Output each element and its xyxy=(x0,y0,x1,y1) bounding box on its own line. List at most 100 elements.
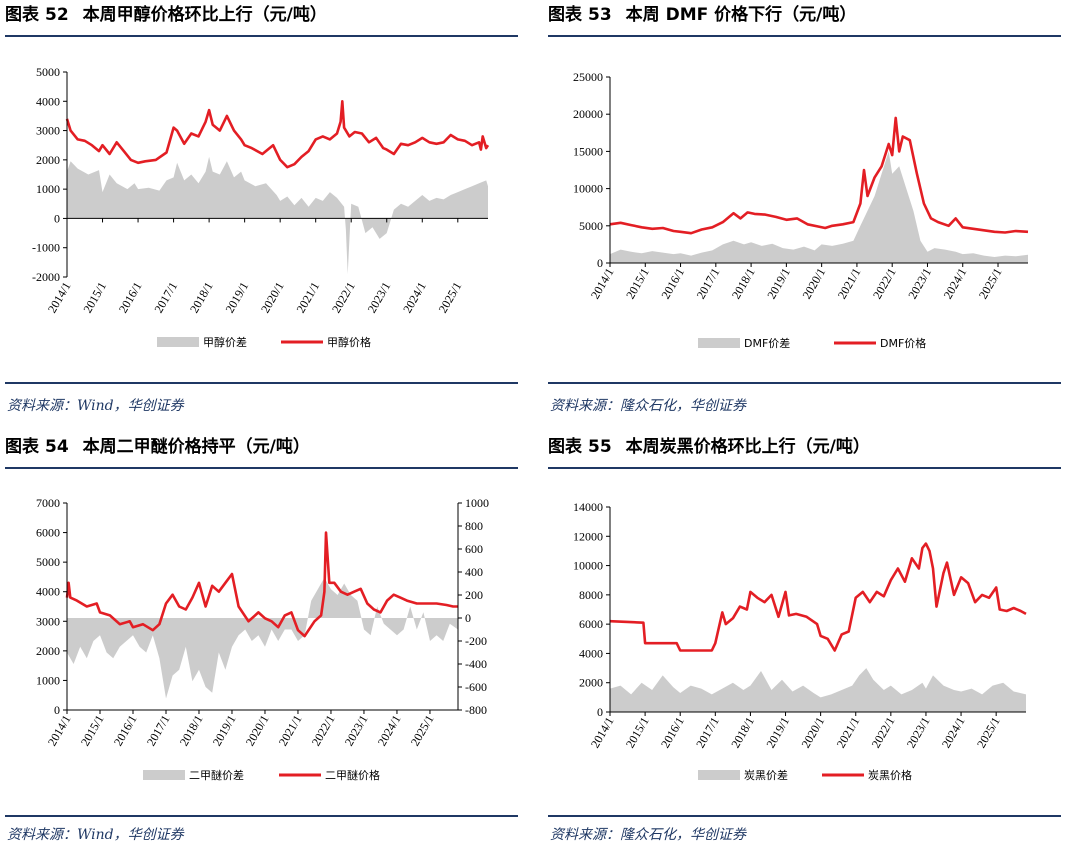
y-tick-label: 7000 xyxy=(36,496,60,510)
title-rule xyxy=(5,35,518,37)
y-tick-label: 8000 xyxy=(579,588,603,602)
y2-tick-label: 0 xyxy=(465,611,471,625)
chart-title: 图表 55 本周炭黑价格环比上行（元/吨） xyxy=(548,437,870,457)
legend-label: 炭黑价差 xyxy=(744,768,788,782)
y2-tick-label: 800 xyxy=(465,519,483,533)
x-tick-label: 2016/1 xyxy=(116,280,145,316)
y-tick-label: 6000 xyxy=(579,617,603,631)
x-tick-label: 2021/1 xyxy=(835,266,864,302)
chart-title: 图表 54 本周二甲醚价格持平（元/吨） xyxy=(5,437,310,457)
y-tick-label: 5000 xyxy=(36,555,60,569)
y-tick-label: 15000 xyxy=(573,144,603,158)
y-tick-label: 25000 xyxy=(573,70,603,84)
y-tick-label: 0 xyxy=(597,256,603,270)
x-tick-label: 2024/1 xyxy=(400,280,429,316)
y2-tick-label: 1000 xyxy=(465,496,489,510)
title-rule xyxy=(548,467,1061,469)
legend-label: 甲醇价差 xyxy=(203,335,247,349)
legend-label: DMF价格 xyxy=(880,336,926,350)
y-tick-label: 2000 xyxy=(579,676,603,690)
y2-tick-label: 400 xyxy=(465,565,483,579)
x-tick-label: 2018/1 xyxy=(187,280,216,316)
y2-tick-label: -800 xyxy=(465,703,487,717)
series-line xyxy=(65,100,490,169)
x-tick-label: 2022/1 xyxy=(870,266,899,302)
y-tick-label: 0 xyxy=(54,211,60,225)
x-tick-label: 2024/1 xyxy=(941,266,970,302)
x-tick-label: 2025/1 xyxy=(408,713,437,749)
chart-title: 图表 52 本周甲醇价格环比上行（元/吨） xyxy=(5,5,327,25)
series-line xyxy=(609,542,1027,652)
chart-panel-dme: 图表 54 本周二甲醚价格持平（元/吨） 0 1000 2000 3000 4000 5000… xyxy=(5,432,518,847)
x-tick-label: 2019/1 xyxy=(764,266,793,302)
y2-tick-label: -400 xyxy=(465,657,487,671)
legend-label: 二甲醚价格 xyxy=(325,768,380,782)
x-tick-label: 2014/1 xyxy=(588,715,617,751)
legend-label: 炭黑价格 xyxy=(868,768,912,782)
x-tick-label: 2016/1 xyxy=(658,266,687,302)
series-area xyxy=(67,577,458,699)
x-tick-label: 2021/1 xyxy=(293,280,322,316)
x-tick-label: 2025/1 xyxy=(436,280,465,316)
source-note: 资料来源：Wind，华创证券 xyxy=(7,398,184,414)
x-tick-label: 2018/1 xyxy=(177,713,206,749)
chart-title: 图表 53 本周 DMF 价格下行（元/吨） xyxy=(548,5,857,25)
x-tick-label: 2022/1 xyxy=(329,280,358,316)
y-tick-label: 6000 xyxy=(36,526,60,540)
x-tick-label: 2023/1 xyxy=(365,280,394,316)
y-tick-label: 1000 xyxy=(36,182,60,196)
y2-tick-label: 200 xyxy=(465,588,483,602)
y-tick-label: 4000 xyxy=(36,94,60,108)
y-tick-label: 14000 xyxy=(573,500,603,514)
source-rule xyxy=(548,382,1061,384)
y-tick-label: 1000 xyxy=(36,673,60,687)
x-tick-label: 2016/1 xyxy=(658,715,687,751)
source-rule xyxy=(548,815,1061,817)
series-area xyxy=(610,151,1028,263)
series-line xyxy=(609,116,1029,235)
legend-swatch-area xyxy=(698,338,740,348)
x-tick-label: 2015/1 xyxy=(78,713,107,749)
y-tick-label: 4000 xyxy=(579,646,603,660)
y-tick-label: -2000 xyxy=(32,270,60,284)
y-tick-label: 10000 xyxy=(573,559,603,573)
x-tick-label: 2015/1 xyxy=(80,280,109,316)
x-tick-label: 2024/1 xyxy=(375,713,404,749)
y2-tick-label: -600 xyxy=(465,680,487,694)
y-tick-label: 20000 xyxy=(573,107,603,121)
source-rule xyxy=(5,382,518,384)
source-note: 资料来源：隆众石化，华创证券 xyxy=(550,827,746,843)
source-note: 资料来源：Wind，华创证券 xyxy=(7,827,184,843)
x-tick-label: 2023/1 xyxy=(905,266,934,302)
y2-tick-label: -200 xyxy=(465,634,487,648)
y-tick-label: 10000 xyxy=(573,182,603,196)
y-tick-label: 5000 xyxy=(36,65,60,79)
legend-label: DMF价差 xyxy=(744,336,790,350)
y-tick-label: 3000 xyxy=(36,614,60,628)
x-tick-label: 2020/1 xyxy=(243,713,272,749)
x-tick-label: 2019/1 xyxy=(222,280,251,316)
y-tick-label: 2000 xyxy=(36,644,60,658)
chart-panel-dmf: 图表 53 本周 DMF 价格下行（元/吨） 0 5000 10000 15000 2000… xyxy=(548,0,1061,420)
x-tick-label: 2019/1 xyxy=(763,715,792,751)
x-tick-label: 2025/1 xyxy=(976,266,1005,302)
legend-swatch-area xyxy=(143,770,185,780)
x-tick-label: 2021/1 xyxy=(834,715,863,751)
x-tick-label: 2018/1 xyxy=(728,715,757,751)
series-area xyxy=(610,668,1026,712)
series-area xyxy=(67,156,488,275)
y2-tick-label: 600 xyxy=(465,542,483,556)
source-note: 资料来源：隆众石化，华创证券 xyxy=(550,398,746,414)
chart-panel-methanol: 图表 52 本周甲醇价格环比上行（元/吨） -2000 -1000 0 1000 2000 3… xyxy=(5,0,518,420)
y-tick-label: 2000 xyxy=(36,153,60,167)
x-tick-label: 2023/1 xyxy=(904,715,933,751)
y-tick-label: 4000 xyxy=(36,585,60,599)
x-tick-label: 2025/1 xyxy=(974,715,1003,751)
legend-swatch-area xyxy=(157,337,199,347)
x-tick-label: 2014/1 xyxy=(45,280,74,316)
x-tick-label: 2024/1 xyxy=(939,715,968,751)
x-tick-label: 2022/1 xyxy=(869,715,898,751)
